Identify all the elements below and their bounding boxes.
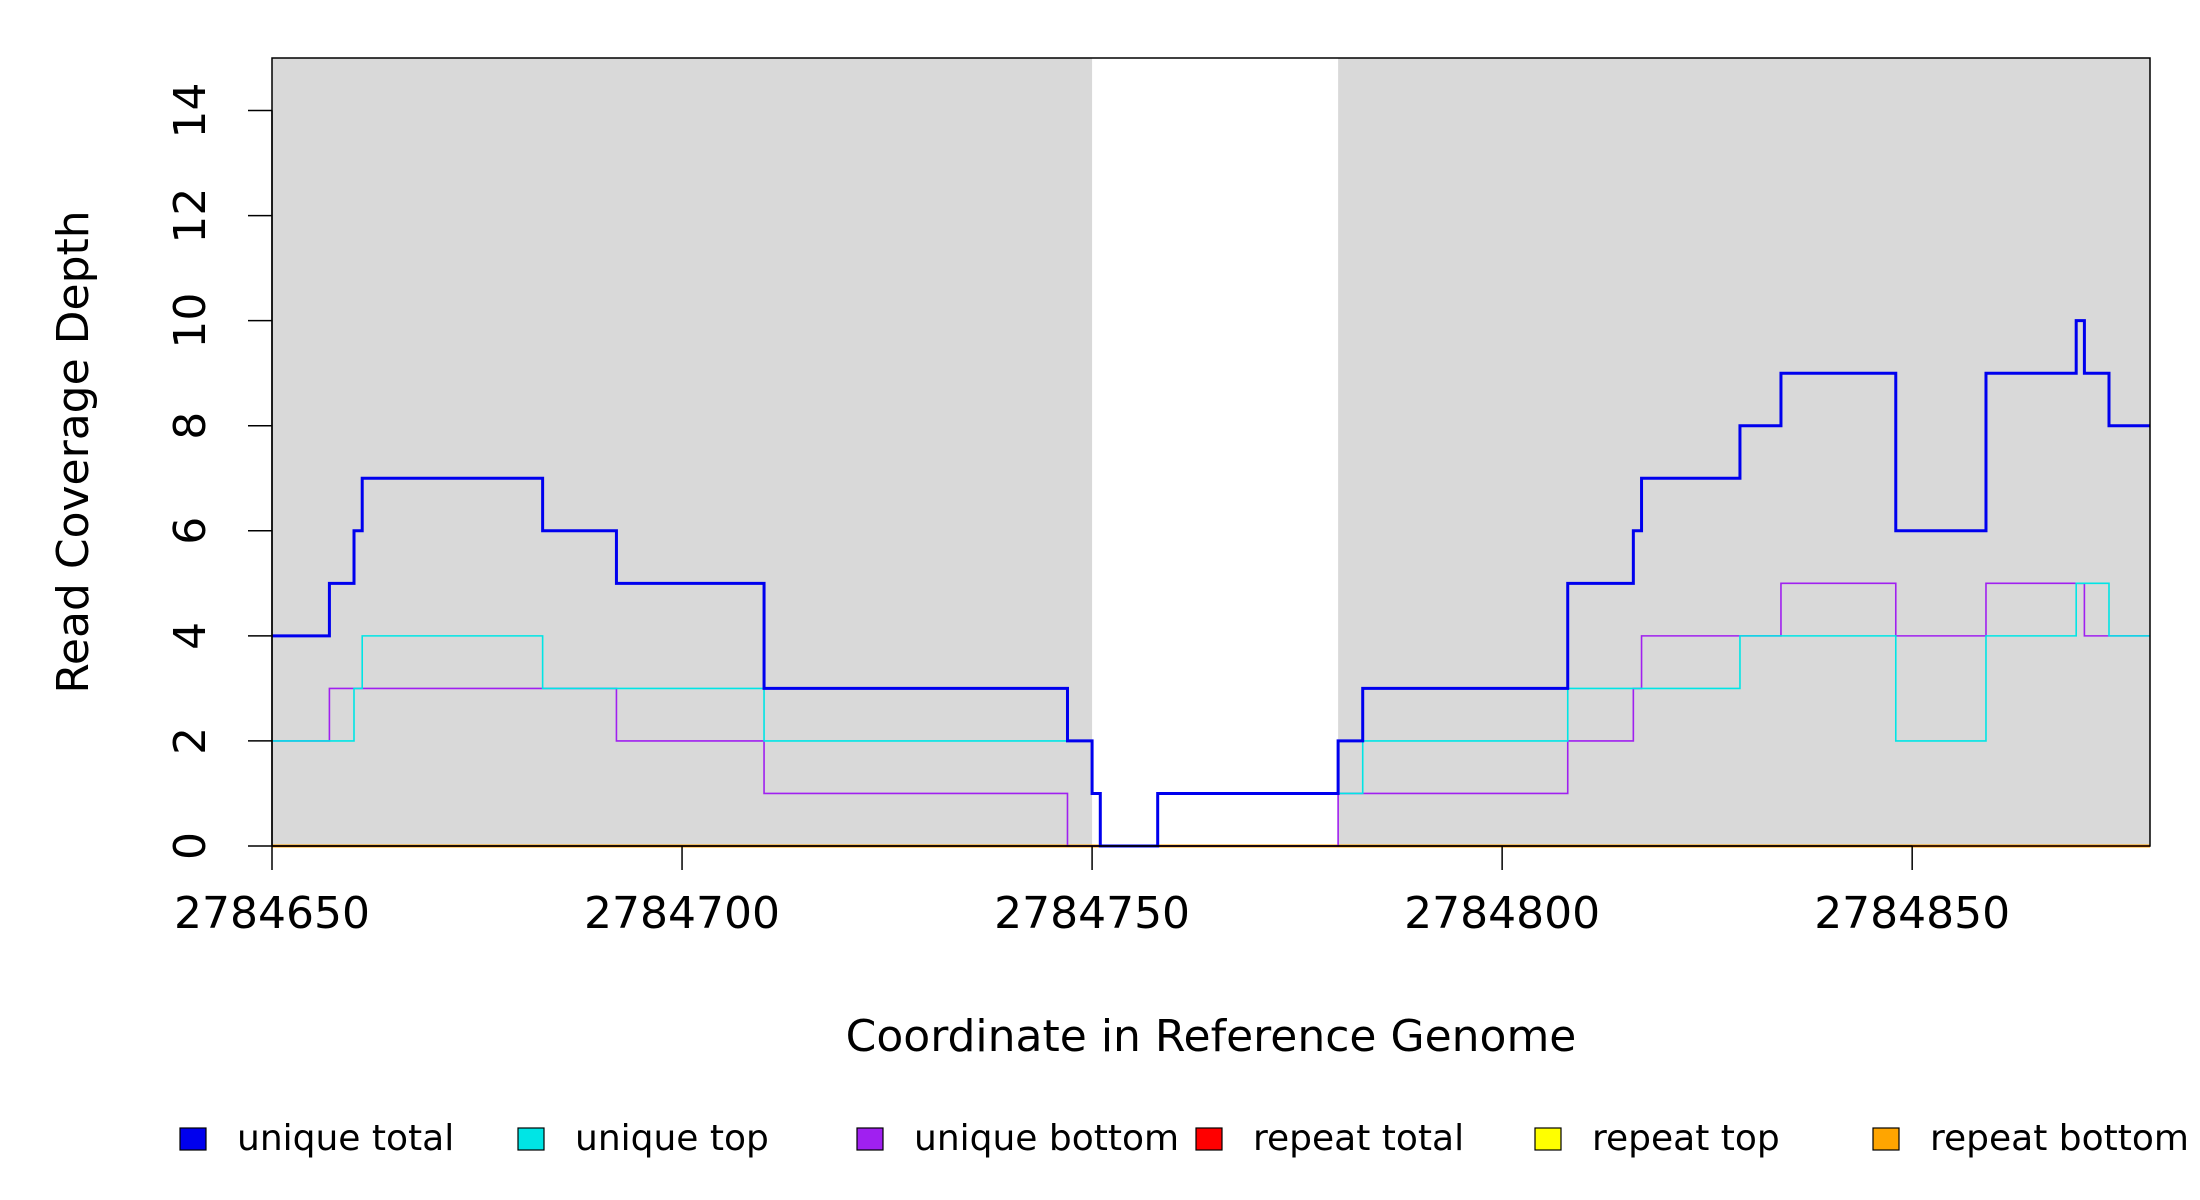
y-tick-label: 2 [165,727,216,755]
legend-label: unique top [575,1118,769,1159]
series-line-unique-total [272,319,2150,848]
legend-label: repeat top [1592,1118,1780,1159]
legend: unique total unique top unique bottom repea… [179,1118,2189,1159]
y-tick-label: 14 [165,83,216,139]
y-axis-label: Read Coverage Depth [48,210,99,693]
y-axis: 0 2 4 6 8 10 12 14 [165,83,273,860]
x-tick-label: 2784800 [1404,888,1600,939]
legend-label: unique total [237,1118,454,1159]
legend-label: unique bottom [914,1118,1179,1159]
x-tick-label: 2784700 [584,888,780,939]
x-axis-label: Coordinate in Reference Genome [846,1011,1577,1062]
legend-swatch [1534,1127,1562,1151]
shaded-region-2 [1338,58,2150,846]
shaded-region-1 [272,58,1093,846]
legend-swatch [517,1127,545,1151]
shaded-regions [272,58,2150,846]
x-tick-label: 2784750 [994,888,1190,939]
y-tick-label: 12 [165,188,216,244]
legend-label: repeat bottom [1930,1118,2189,1159]
y-tick-label: 10 [165,293,216,349]
y-tick-label: 4 [165,622,216,650]
x-tick-label: 2784650 [174,888,370,939]
legend-swatch [1872,1127,1900,1151]
legend-swatch [1195,1127,1223,1151]
legend-swatch [856,1127,884,1151]
x-tick-label: 2784850 [1814,888,2010,939]
y-tick-label: 8 [165,412,216,440]
series-line-unique-bottom [272,582,2150,847]
y-tick-label: 6 [165,517,216,545]
legend-swatch [179,1127,207,1151]
legend-label: repeat total [1253,1118,1464,1159]
x-axis: 2784650 2784700 2784750 2784800 2784850 [174,845,2010,939]
y-tick-label: 0 [165,832,216,860]
